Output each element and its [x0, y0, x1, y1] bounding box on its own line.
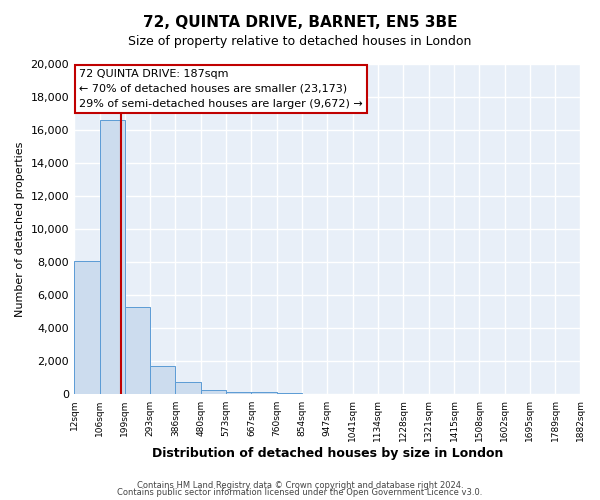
- Bar: [277, 393, 302, 394]
- X-axis label: Distribution of detached houses by size in London: Distribution of detached houses by size …: [152, 447, 503, 460]
- Bar: [226, 392, 251, 394]
- Text: 72 QUINTA DRIVE: 187sqm
← 70% of detached houses are smaller (23,173)
29% of sem: 72 QUINTA DRIVE: 187sqm ← 70% of detache…: [79, 69, 363, 108]
- Y-axis label: Number of detached properties: Number of detached properties: [15, 142, 25, 317]
- Text: 72, QUINTA DRIVE, BARNET, EN5 3BE: 72, QUINTA DRIVE, BARNET, EN5 3BE: [143, 15, 457, 30]
- Bar: [125, 307, 150, 394]
- Bar: [251, 392, 277, 394]
- Bar: [74, 260, 100, 394]
- Bar: [150, 366, 175, 394]
- Text: Size of property relative to detached houses in London: Size of property relative to detached ho…: [128, 35, 472, 48]
- Bar: [201, 390, 226, 394]
- Bar: [100, 120, 125, 394]
- Text: Contains public sector information licensed under the Open Government Licence v3: Contains public sector information licen…: [118, 488, 482, 497]
- Bar: [175, 382, 201, 394]
- Text: Contains HM Land Registry data © Crown copyright and database right 2024.: Contains HM Land Registry data © Crown c…: [137, 480, 463, 490]
